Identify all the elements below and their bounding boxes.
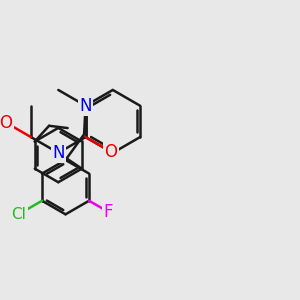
Text: N: N	[52, 144, 64, 162]
Text: O: O	[0, 114, 12, 132]
Text: F: F	[103, 203, 113, 221]
Text: N: N	[79, 97, 92, 115]
Text: O: O	[104, 143, 117, 161]
Text: Cl: Cl	[11, 206, 26, 221]
